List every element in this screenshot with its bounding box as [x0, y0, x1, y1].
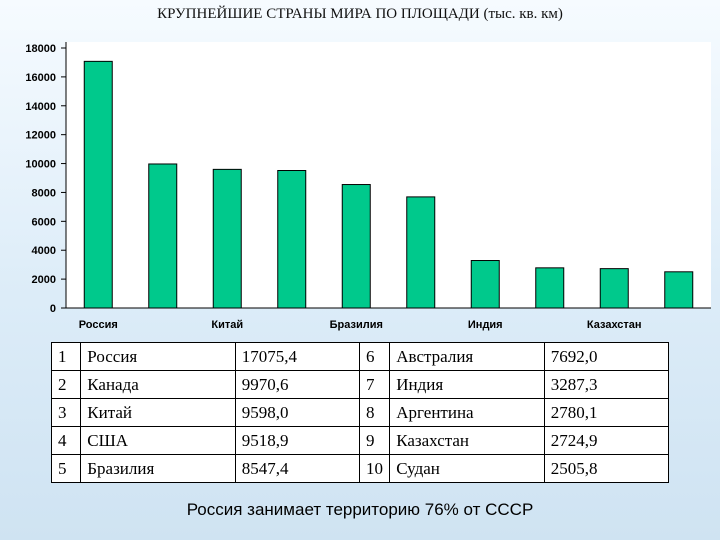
footer-note: Россия занимает территорию 76% от СССР — [186, 500, 534, 519]
y-tick-label: 6000 — [32, 216, 56, 228]
country-cell: Индия — [389, 370, 545, 399]
country-cell: Казахстан — [389, 426, 545, 455]
rank-cell: 7 — [358, 370, 391, 399]
y-tick-label: 4000 — [32, 245, 56, 257]
x-category-label: Индия — [468, 319, 503, 331]
country-cell: Китай — [80, 398, 236, 427]
area-table: 1 Россия 17075,4 6 Австралия 7692,0 2 Канада 997… — [50, 342, 670, 483]
rank-cell: 1 — [50, 342, 82, 371]
x-category-label: Бразилия — [330, 319, 383, 331]
y-tick-label: 2000 — [32, 274, 56, 286]
bar-4 — [341, 184, 371, 309]
area-cell: 9598,0 — [234, 398, 360, 427]
area-cell: 2780,1 — [543, 398, 670, 427]
rank-cell: 8 — [358, 398, 391, 427]
area-cell: 9518,9 — [234, 426, 360, 455]
area-cell: 2505,8 — [543, 454, 670, 483]
area-cell: 17075,4 — [234, 342, 360, 371]
country-cell: Бразилия — [80, 454, 236, 483]
area-cell: 2724,9 — [543, 426, 670, 455]
bar-0 — [83, 60, 113, 309]
country-cell: США — [80, 426, 236, 455]
country-cell: Судан — [389, 454, 545, 483]
x-category-label: Китай — [211, 319, 243, 331]
bar-3 — [277, 170, 307, 309]
area-cell: 8547,4 — [234, 454, 360, 483]
y-tick-label: 10000 — [25, 159, 56, 171]
table-row: 5 Бразилия 8547,4 10 Судан 2505,8 — [50, 454, 670, 483]
bar-7 — [535, 267, 565, 309]
bar-6 — [470, 260, 500, 309]
rank-cell: 4 — [50, 426, 82, 455]
bar-9 — [664, 271, 694, 309]
bar-chart: 0 2000 4000 6000 8000 10000 12000 14000 16000 180… — [25, 42, 711, 331]
rank-cell: 2 — [50, 370, 82, 399]
x-category-label: Россия — [79, 319, 118, 331]
rank-cell: 3 — [50, 398, 82, 427]
table-row: 2 Канада 9970,6 7 Индия 3287,3 — [50, 370, 670, 399]
bar-5 — [406, 196, 436, 309]
bar-2 — [212, 168, 242, 309]
country-cell: Аргентина — [389, 398, 545, 427]
country-cell: Канада — [80, 370, 236, 399]
table-row: 3 Китай 9598,0 8 Аргентина 2780,1 — [50, 398, 670, 427]
rank-cell: 6 — [358, 342, 391, 371]
bar-8 — [599, 268, 629, 309]
bar-1 — [148, 163, 178, 309]
y-tick-label: 14000 — [25, 101, 56, 113]
y-tick-label: 18000 — [25, 43, 56, 55]
x-category-label: Казахстан — [587, 319, 642, 331]
area-cell: 9970,6 — [234, 370, 360, 399]
rank-cell: 10 — [358, 454, 391, 483]
y-tick-label: 8000 — [32, 187, 56, 199]
table-row: 1 Россия 17075,4 6 Австралия 7692,0 — [50, 342, 670, 371]
rank-cell: 9 — [358, 426, 391, 455]
area-cell: 7692,0 — [543, 342, 670, 371]
chart-title: КРУПНЕЙШИЕ СТРАНЫ МИРА ПО ПЛОЩАДИ (тыс. … — [157, 6, 563, 22]
y-tick-label: 16000 — [25, 72, 56, 84]
rank-cell: 5 — [50, 454, 82, 483]
country-cell: Австралия — [389, 342, 545, 371]
table-row: 4 США 9518,9 9 Казахстан 2724,9 — [50, 426, 670, 455]
y-tick-label: 0 — [50, 303, 56, 315]
y-tick-label: 12000 — [25, 130, 56, 142]
area-cell: 3287,3 — [543, 370, 670, 399]
country-cell: Россия — [80, 342, 236, 371]
